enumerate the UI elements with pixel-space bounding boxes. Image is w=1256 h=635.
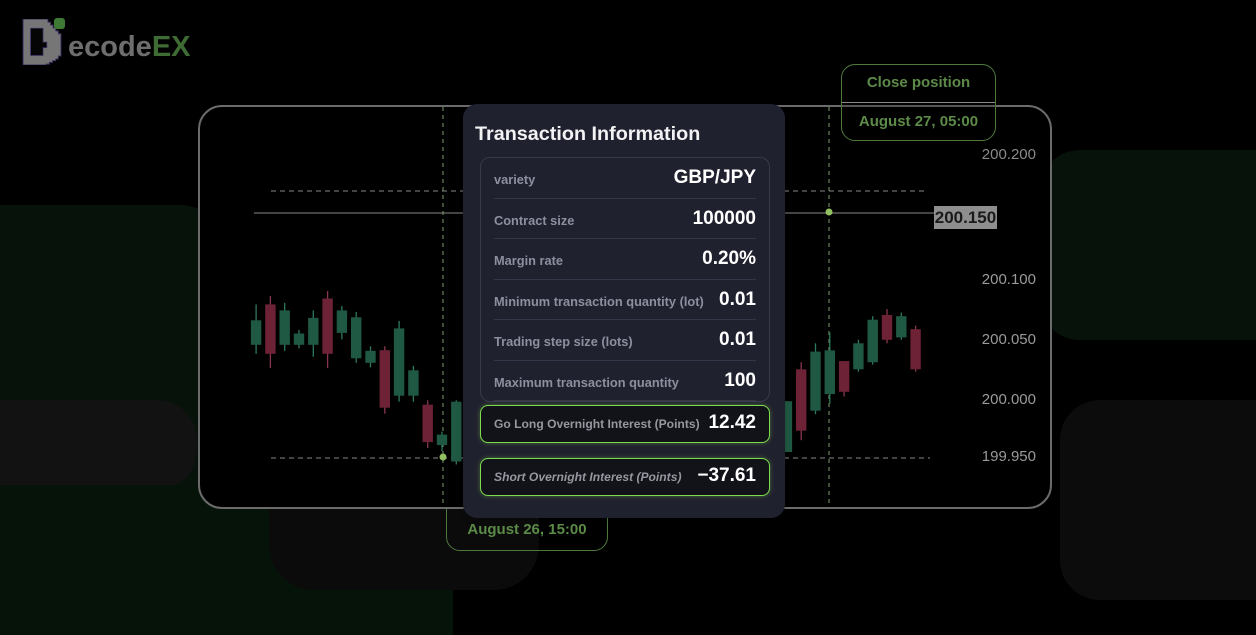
svg-text:ecodeEX: ecodeEX (68, 31, 191, 63)
